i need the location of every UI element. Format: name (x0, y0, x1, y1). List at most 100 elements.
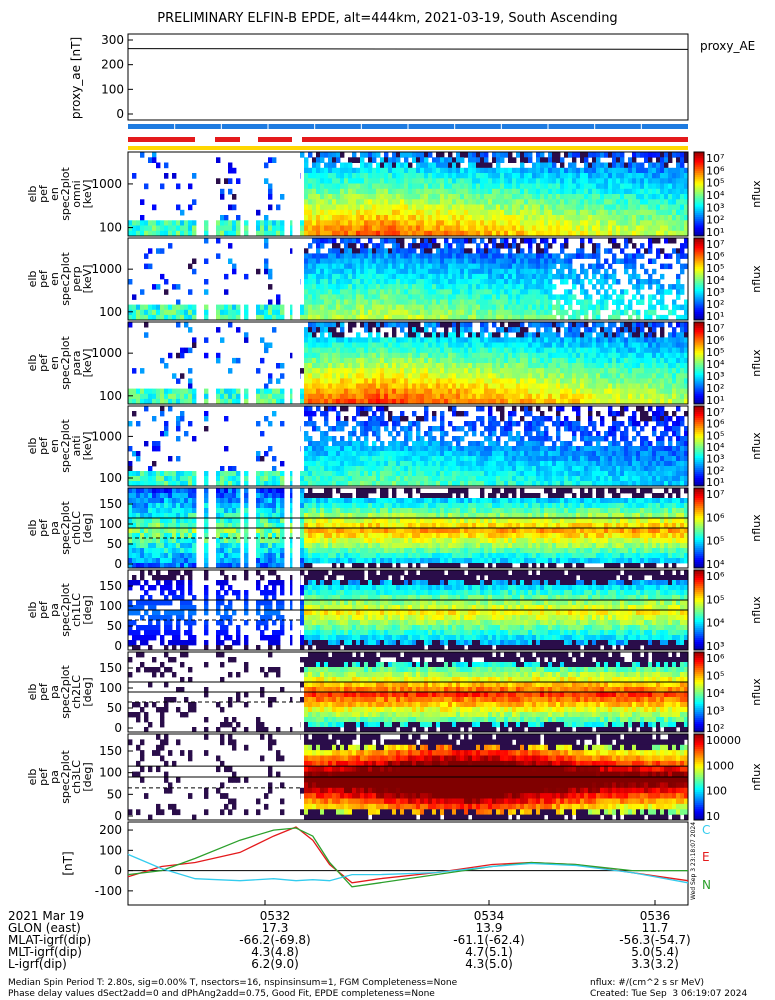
heatmap-cell (400, 352, 405, 359)
heatmap-cell (224, 225, 229, 232)
heatmap-cell (372, 178, 377, 184)
heatmap-cell (308, 342, 313, 348)
heatmap-cell (380, 215, 385, 221)
heatmap-cell (156, 304, 161, 311)
heatmap-cell (268, 378, 273, 384)
heatmap-cell (328, 157, 333, 163)
heatmap-cell (452, 157, 457, 163)
heatmap-cell (476, 299, 481, 305)
heatmap-cell (532, 294, 537, 300)
heatmap-cell (164, 314, 169, 321)
heatmap-cell (348, 284, 353, 290)
heatmap-cell (340, 209, 345, 216)
heatmap-cell (624, 309, 629, 316)
heatmap-cell (684, 194, 689, 200)
heatmap-cell (428, 183, 433, 190)
heatmap-cell (344, 209, 349, 216)
heatmap-cell (308, 215, 313, 221)
heatmap-cell (424, 383, 429, 389)
heatmap-cell (612, 393, 617, 400)
heatmap-cell (580, 393, 585, 400)
heatmap-cell (596, 279, 601, 285)
heatmap-cell (464, 263, 469, 270)
y-axis-label-line: perp (70, 266, 83, 291)
heatmap-cell (176, 322, 181, 328)
heatmap-cell (496, 268, 501, 275)
heatmap-cell (392, 183, 397, 190)
heatmap-cell (628, 357, 633, 364)
heatmap-cell (564, 188, 569, 195)
heatmap-cell (376, 258, 381, 264)
heatmap-cell (312, 253, 317, 259)
heatmap-cell (632, 157, 637, 163)
heatmap-cell (332, 289, 337, 295)
heatmap-cell (456, 152, 461, 158)
heatmap-cell (424, 167, 429, 174)
heatmap-cell (556, 225, 561, 232)
heatmap-cell (388, 194, 393, 200)
heatmap-cell (416, 204, 421, 211)
heatmap-cell (588, 332, 593, 338)
heatmap-cell (528, 309, 533, 316)
heatmap-cell (652, 258, 657, 264)
heatmap-cell (264, 215, 269, 221)
heatmap-cell (348, 363, 353, 369)
heatmap-cell (484, 183, 489, 190)
heatmap-cell (628, 230, 633, 237)
heatmap-cell (516, 225, 521, 232)
heatmap-cell (524, 173, 529, 179)
heatmap-cell (432, 173, 437, 179)
heatmap-cell (388, 215, 393, 221)
heatmap-cell (544, 383, 549, 389)
heatmap-cell (400, 199, 405, 205)
heatmap-cell (312, 368, 317, 374)
heatmap-cell (268, 299, 273, 305)
y-tick-label: 100 (99, 389, 122, 403)
heatmap-cell (136, 398, 141, 405)
heatmap-cell (492, 215, 497, 221)
heatmap-cell (620, 194, 625, 200)
heatmap-cell (464, 352, 469, 359)
heatmap-cell (680, 263, 685, 270)
heatmap-cell (392, 209, 397, 216)
heatmap-cell (608, 225, 613, 232)
heatmap-cell (592, 383, 597, 389)
heatmap-cell (328, 388, 333, 395)
heatmap-cell (420, 284, 425, 290)
heatmap-cell (280, 230, 285, 237)
heatmap-cell (460, 215, 465, 221)
heatmap-cell (508, 347, 513, 354)
heatmap-cell (580, 253, 585, 259)
heatmap-cell (180, 304, 185, 311)
spectrogram-panel-energy-para: 1000100elbpefenspec2plotpara[keV]10⁷10⁶1… (26, 321, 763, 407)
heatmap-cell (568, 273, 573, 280)
heatmap-cell (616, 363, 621, 369)
heatmap-cell (432, 157, 437, 163)
heatmap-cell (580, 268, 585, 275)
heatmap-cell (344, 299, 349, 305)
heatmap-cell (448, 194, 453, 200)
heatmap-cell (260, 220, 265, 226)
heatmap-cell (644, 393, 649, 400)
heatmap-cell (332, 279, 337, 285)
heatmap-cell (168, 406, 173, 412)
heatmap-cell (368, 294, 373, 300)
heatmap-cell (404, 199, 409, 205)
heatmap-cell (308, 178, 313, 184)
heatmap-cell (480, 167, 485, 174)
heatmap-cell (604, 183, 609, 190)
heatmap-cell (268, 481, 273, 487)
heatmap-cell (588, 162, 593, 169)
heatmap-cell (564, 363, 569, 369)
heatmap-cell (304, 352, 309, 359)
heatmap-cell (604, 304, 609, 311)
heatmap-cell (504, 238, 509, 244)
heatmap-cell (308, 368, 313, 374)
heatmap-cell (380, 388, 385, 395)
heatmap-cell (628, 167, 633, 174)
heatmap-cell (340, 178, 345, 184)
heatmap-cell (628, 273, 633, 280)
heatmap-cell (356, 398, 361, 405)
heatmap-cell (524, 183, 529, 190)
heatmap-cell (324, 225, 329, 232)
